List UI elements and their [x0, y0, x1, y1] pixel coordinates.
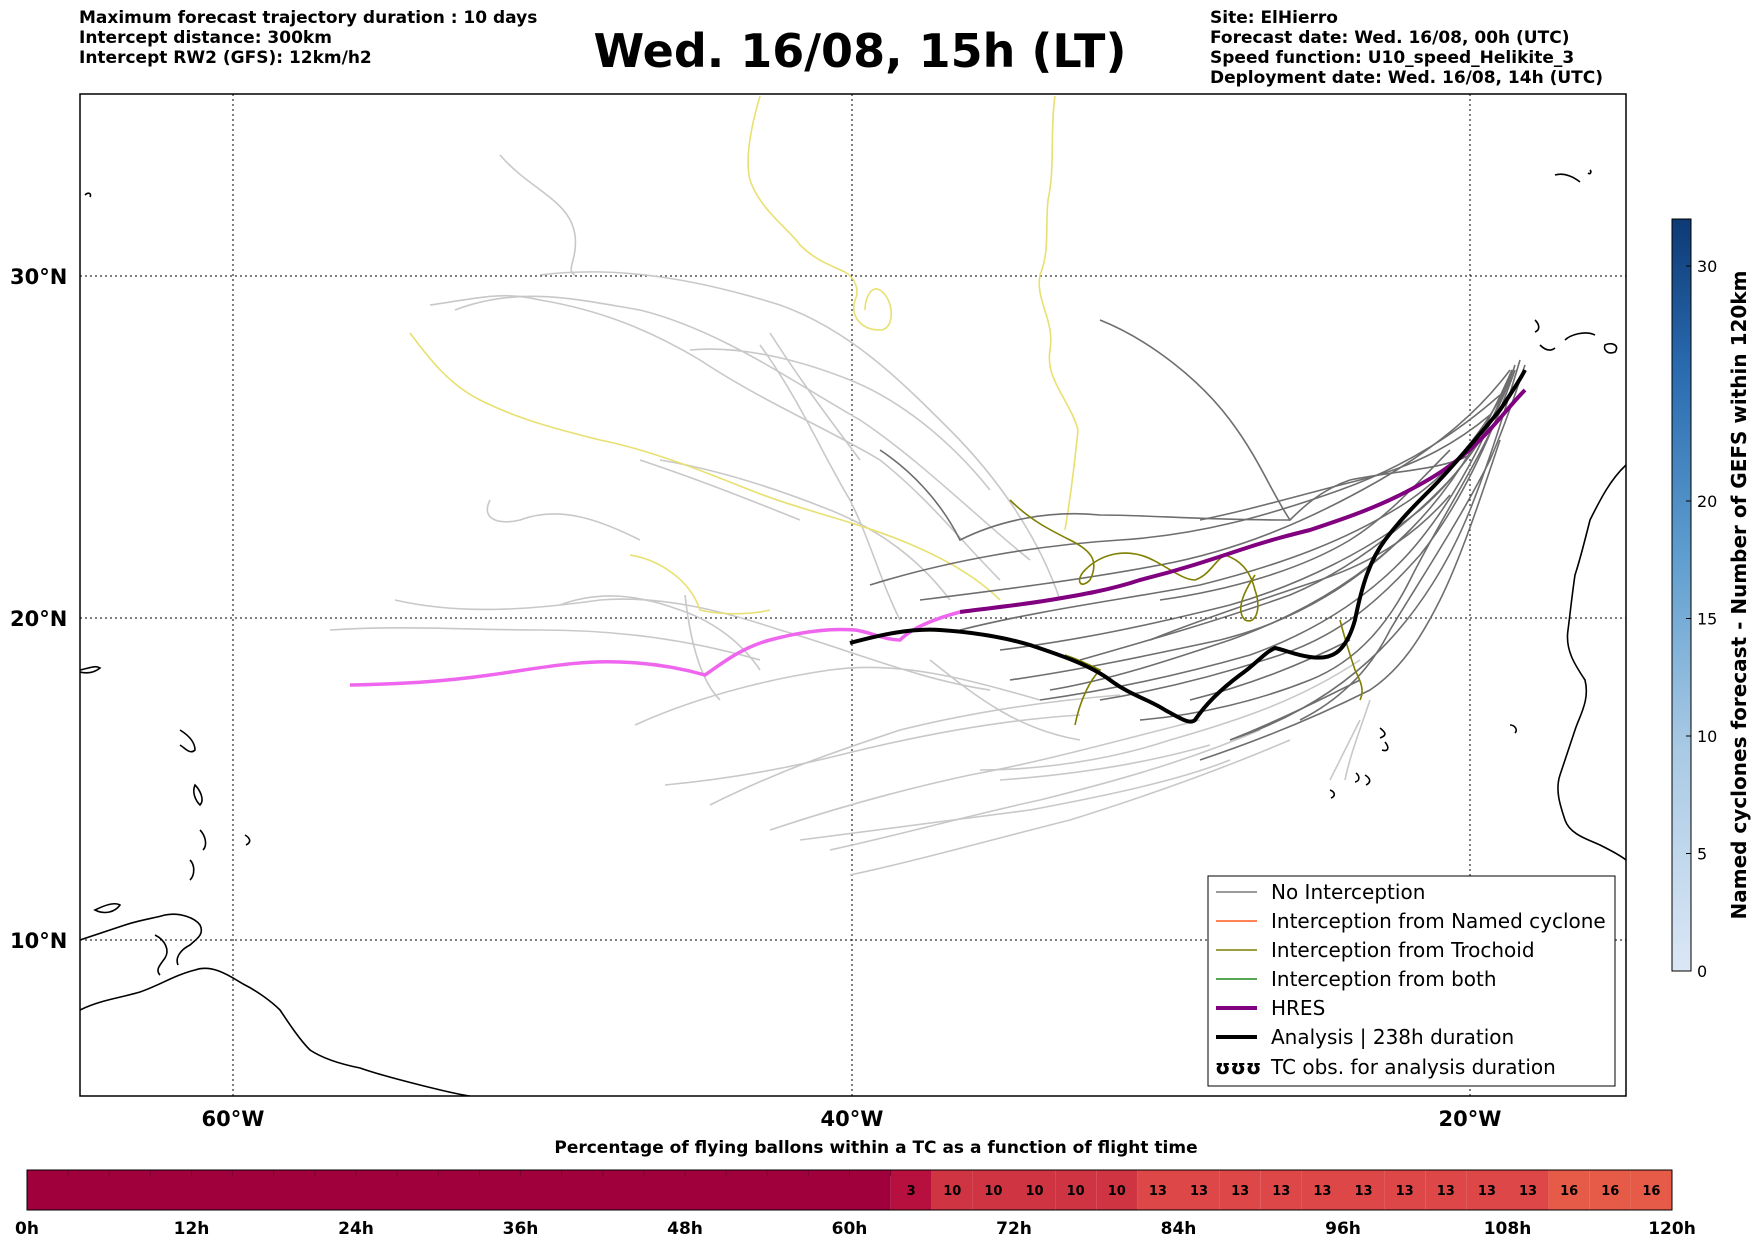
time-bar-cell-value: 10 [984, 1184, 1002, 1199]
colorbar-tick-label: 30 [1697, 257, 1717, 276]
legend-hres: HRES [1271, 996, 1325, 1020]
map-legend: No Interception Interception from Named … [1207, 875, 1616, 1087]
time-tick-label: 24h [338, 1219, 374, 1239]
legend-no-interception: No Interception [1271, 880, 1425, 904]
time-bar-cell [1589, 1170, 1631, 1210]
coastlines [80, 169, 1626, 1096]
colorbar: 0 5 10 15 20 30 Named cyclones forecast - Num… [1671, 218, 1751, 981]
trochoid-tracks [1009, 499, 1363, 726]
time-bar-cell [1548, 1170, 1590, 1210]
time-bar-cell [890, 1170, 932, 1210]
time-bar-cell [1014, 1170, 1056, 1210]
time-bar-cell-value: 13 [1437, 1184, 1455, 1199]
time-tick-label: 84h [1161, 1219, 1197, 1239]
time-bar-cell-value: 13 [1231, 1184, 1249, 1199]
site-text: Site: ElHierro [1210, 8, 1338, 28]
time-tick-label: 72h [996, 1219, 1032, 1239]
legend-both: Interception from both [1271, 967, 1497, 991]
time-bar-cell-value: 10 [943, 1184, 961, 1199]
colorbar-tick-label: 20 [1697, 492, 1717, 511]
time-tick-label: 96h [1325, 1219, 1361, 1239]
lat-label-30n: 30°N [10, 265, 67, 289]
time-tick-label: 36h [503, 1219, 539, 1239]
map-frame [79, 93, 1627, 1097]
deployment-date-text: Deployment date: Wed. 16/08, 14h (UTC) [1210, 68, 1604, 88]
time-bar-cell-value: 13 [1149, 1184, 1167, 1199]
time-bar-cell [1301, 1170, 1343, 1210]
page-title: Wed. 16/08, 15h (LT) [593, 24, 1127, 78]
time-bar-cell-value: 13 [1272, 1184, 1290, 1199]
time-bar-cell [1630, 1170, 1672, 1210]
time-bar-cell [1260, 1170, 1302, 1210]
time-bar-cell-value: 10 [1108, 1184, 1126, 1199]
lon-label-20w: 20°W [1439, 1107, 1502, 1131]
time-bar-cell [1466, 1170, 1508, 1210]
time-bar-cell-value: 16 [1642, 1184, 1660, 1199]
time-bar-cell [1137, 1170, 1179, 1210]
colorbar-tick-label: 5 [1697, 845, 1707, 864]
max-duration-text: Maximum forecast trajectory duration : 1… [79, 8, 538, 28]
time-tick-label: 60h [832, 1219, 868, 1239]
time-bar-cell [1384, 1170, 1426, 1210]
time-bar-cell-value: 16 [1560, 1184, 1578, 1199]
legend-analysis: Analysis | 238h duration [1271, 1025, 1514, 1049]
time-tick-label: 120h [1648, 1219, 1696, 1239]
colorbar-title: Named cyclones forecast - Number of GEFS… [1727, 271, 1751, 920]
tc-obs-symbol-icon: ʊʊʊ [1215, 1055, 1261, 1079]
time-bar-cell [27, 1170, 891, 1210]
time-bar-cell-value: 13 [1355, 1184, 1373, 1199]
time-bar-cell [931, 1170, 973, 1210]
time-tick-label: 48h [667, 1219, 703, 1239]
ensemble-light-tracks [329, 154, 1371, 876]
time-bar-cell-value: 16 [1601, 1184, 1619, 1199]
intercept-distance-text: Intercept distance: 300km [79, 28, 332, 48]
time-bar-cell [1425, 1170, 1467, 1210]
time-tick-label: 12h [174, 1219, 210, 1239]
time-bar-cell-value: 13 [1478, 1184, 1496, 1199]
lon-label-60w: 60°W [202, 1107, 265, 1131]
time-bar-cell-value: 3 [907, 1184, 916, 1199]
time-bar-cell [1343, 1170, 1385, 1210]
colorbar-tick-label: 10 [1697, 727, 1717, 746]
intercept-rw2-text: Intercept RW2 (GFS): 12km/h2 [79, 48, 372, 68]
time-bar-cell [1055, 1170, 1097, 1210]
time-bar-cell [1219, 1170, 1261, 1210]
time-tick-label: 0h [15, 1219, 39, 1239]
lat-label-20n: 20°N [10, 607, 67, 631]
legend-tc-obs: TC obs. for analysis duration [1270, 1055, 1556, 1079]
time-tick-label: 108h [1484, 1219, 1532, 1239]
time-bar-cell [1178, 1170, 1220, 1210]
pink-track [349, 610, 961, 687]
time-bar-caption: Percentage of flying ballons within a TC… [554, 1138, 1198, 1158]
colorbar-tick-label: 15 [1697, 610, 1717, 629]
speed-function-text: Speed function: U10_speed_Helikite_3 [1210, 48, 1575, 68]
forecast-date-text: Forecast date: Wed. 16/08, 00h (UTC) [1210, 28, 1570, 48]
header-right: Site: ElHierro Forecast date: Wed. 16/08… [1210, 8, 1603, 88]
time-bar-cell [1096, 1170, 1138, 1210]
time-bar-cell [1507, 1170, 1549, 1210]
colorbar-tick-label: 0 [1697, 962, 1707, 981]
lon-label-40w: 40°W [821, 1107, 884, 1131]
time-bar: 3 10 10 10 10 10 13 13 13 13 13 13 13 13 13 13 16 16 16 0h… [15, 1169, 1696, 1239]
yellow-tracks [409, 95, 1079, 615]
lat-label-10n: 10°N [10, 929, 67, 953]
analysis-track [849, 369, 1527, 724]
time-bar-cell-value: 13 [1396, 1184, 1414, 1199]
time-bar-cell-value: 10 [1026, 1184, 1044, 1199]
time-bar-cell-value: 13 [1190, 1184, 1208, 1199]
legend-named-cyclone: Interception from Named cyclone [1271, 909, 1606, 933]
legend-trochoid: Interception from Trochoid [1271, 938, 1535, 962]
time-bar-cell [972, 1170, 1014, 1210]
header-left: Maximum forecast trajectory duration : 1… [79, 8, 537, 68]
time-bar-cell-value: 13 [1519, 1184, 1537, 1199]
time-bar-cell-value: 10 [1067, 1184, 1085, 1199]
time-bar-cell-value: 13 [1313, 1184, 1331, 1199]
